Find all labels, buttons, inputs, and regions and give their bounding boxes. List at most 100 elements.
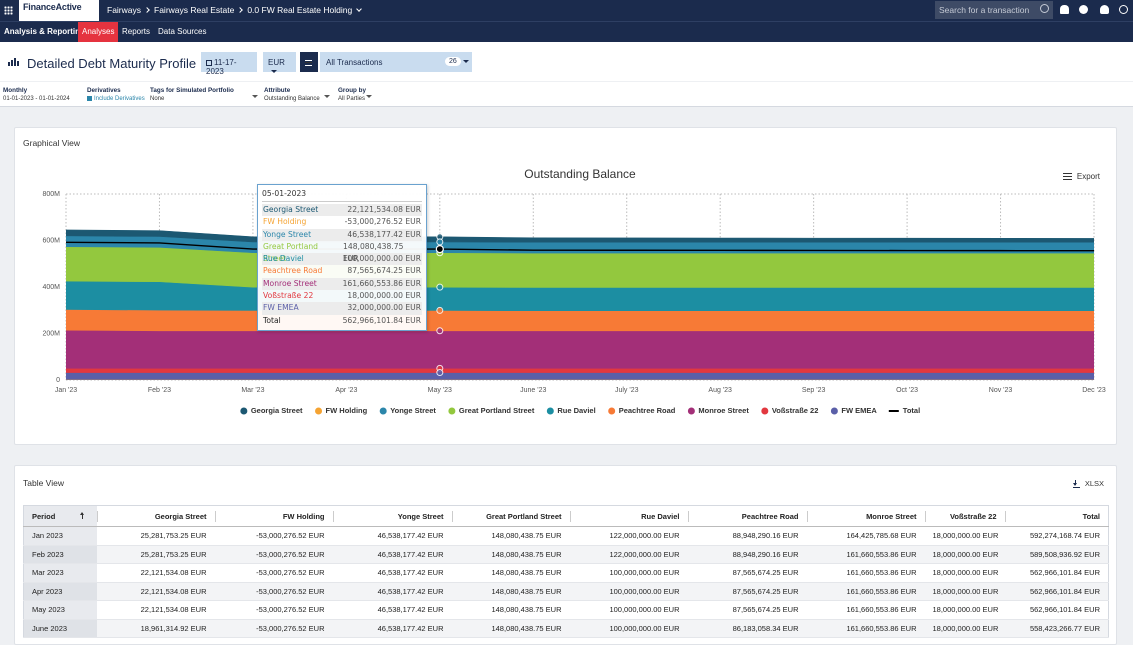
tooltip-row: Peachtree Road87,565,674.25 EUR <box>262 265 422 277</box>
column-header[interactable]: Monroe Street <box>807 506 925 527</box>
x-tick-label: July '23 <box>615 387 639 394</box>
y-tick-label: 0 <box>56 377 60 384</box>
tooltip-name: Monroe Street <box>263 278 317 290</box>
legend-label: Great Portland Street <box>459 406 535 415</box>
legend-item[interactable]: FW EMEA <box>831 406 877 415</box>
filter-label: Derivatives <box>87 87 121 94</box>
transactions-select[interactable]: All Transactions 26 <box>320 52 472 72</box>
legend-item[interactable]: Total <box>889 406 920 415</box>
column-header[interactable]: Peachtree Road <box>688 506 807 527</box>
column-header[interactable]: Yonge Street <box>333 506 452 527</box>
x-tick-label: Nov '23 <box>989 387 1013 394</box>
logo[interactable]: FinanceActive <box>19 0 99 21</box>
checkbox[interactable] <box>87 96 92 101</box>
tooltip-name: FW EMEA <box>263 302 299 314</box>
legend-item[interactable]: Rue Daviel <box>547 406 596 415</box>
search-placeholder: Search for a transaction <box>939 5 1029 15</box>
tooltip-name: Rue Daviel <box>263 253 304 265</box>
filter[interactable]: Monthly01-01-2023 - 01-01-2024 <box>3 87 83 103</box>
legend-item[interactable]: Voßstraße 22 <box>761 406 818 415</box>
legend-item[interactable]: Peachtree Road <box>608 406 676 415</box>
sort-icon[interactable] <box>82 513 83 519</box>
table-cell: 148,080,438.75 EUR <box>452 582 570 601</box>
xlsx-export[interactable]: XLSX <box>1073 479 1104 488</box>
table-cell: 46,538,177.42 EUR <box>333 582 452 601</box>
logout-icon[interactable] <box>1119 5 1128 14</box>
column-header[interactable]: FW Holding <box>215 506 333 527</box>
search-box[interactable]: Search for a transaction <box>935 1 1053 19</box>
apps-menu[interactable] <box>4 6 13 15</box>
filter[interactable]: Tags for Simulated PortfolioNone <box>150 87 258 103</box>
table-cell: 164,425,785.68 EUR <box>807 527 925 546</box>
transactions: All Transactions <box>326 58 382 67</box>
legend-label: FW Holding <box>326 406 368 415</box>
legend-symbol <box>831 408 838 415</box>
tooltip-name: Yonge Street <box>263 229 311 241</box>
table-head: PeriodGeorgia StreetFW HoldingYonge Stre… <box>24 506 1109 527</box>
notifications-icon[interactable] <box>1060 5 1069 14</box>
tab[interactable]: Reports <box>118 22 154 42</box>
date-picker[interactable]: 11-17-2023 <box>201 52 257 72</box>
currency-select[interactable]: EUR <box>263 52 296 72</box>
column-header[interactable]: Great Portland Street <box>452 506 570 527</box>
filter[interactable]: DerivativesInclude Derivatives <box>87 87 147 103</box>
help-icon[interactable] <box>1079 5 1088 14</box>
legend-symbol <box>315 408 322 415</box>
table-row: May 202322,121,534.08 EUR-53,000,276.52 … <box>24 601 1109 620</box>
tooltip-value: 87,565,674.25 EUR <box>347 265 421 277</box>
legend-item[interactable]: Yonge Street <box>380 406 437 415</box>
top-nav: FinanceActive Fairways Fairways Real Esta… <box>0 0 1133 21</box>
legend-item[interactable]: Monroe Street <box>688 406 749 415</box>
export-button[interactable]: Export <box>1063 172 1100 181</box>
table-cell: 25,281,753.25 EUR <box>97 545 215 564</box>
column-header[interactable]: Period <box>24 506 97 527</box>
chart-icon <box>8 58 20 66</box>
breadcrumb-item[interactable]: Fairways <box>107 5 141 15</box>
column-header[interactable]: Rue Daviel <box>570 506 688 527</box>
filter-value: Outstanding Balance <box>264 96 320 102</box>
column-header[interactable]: Voßstraße 22 <box>925 506 1005 527</box>
table-cell: 562,966,101.84 EUR <box>1005 582 1109 601</box>
user-icon[interactable] <box>1100 5 1109 14</box>
tooltip-value: 32,000,000.00 EUR <box>347 302 421 314</box>
transactions-menu[interactable] <box>300 52 318 72</box>
table-cell: -53,000,276.52 EUR <box>215 601 333 620</box>
legend-item[interactable]: Georgia Street <box>240 406 303 415</box>
legend-label: Monroe Street <box>698 406 749 415</box>
legend-item[interactable]: Great Portland Street <box>448 406 534 415</box>
table-body: Jan 202325,281,753.25 EUR-53,000,276.52 … <box>24 527 1109 638</box>
filter[interactable]: Attribute Outstanding Balance <box>264 87 330 103</box>
table-cell: May 2023 <box>24 601 97 620</box>
table-cell: 18,000,000.00 EUR <box>925 527 1005 546</box>
export-label: Export <box>1077 172 1100 181</box>
filter[interactable]: Group byAll Parties <box>338 87 372 103</box>
tab[interactable]: Data Sources <box>154 22 210 42</box>
table-cell: 592,274,168.74 EUR <box>1005 527 1109 546</box>
table-cell: 562,966,101.84 EUR <box>1005 564 1109 583</box>
sub-nav: Analysis & Reporting Analyses Reports Da… <box>0 21 1133 42</box>
filter-label: Attribute <box>264 87 290 94</box>
x-tick-label: Sep '23 <box>802 387 826 394</box>
hover-marker <box>437 284 443 290</box>
breadcrumb-item[interactable]: Fairways Real Estate <box>154 5 234 15</box>
column-header[interactable]: Georgia Street <box>97 506 215 527</box>
tooltip-value: 22,121,534.08 EUR <box>347 204 421 216</box>
x-tick-label: June '23 <box>520 387 546 394</box>
legend-item[interactable]: FW Holding <box>315 406 368 415</box>
breadcrumb-item[interactable]: 0.0 FW Real Estate Holding <box>247 5 352 15</box>
column-header[interactable]: Total <box>1005 506 1109 527</box>
y-tick-label: 400M <box>42 284 60 291</box>
transaction-count: 26 <box>445 57 461 66</box>
panel-title: Graphical View <box>23 138 80 148</box>
dropdown-caret <box>366 95 372 98</box>
x-tick-label: Apr '23 <box>335 387 357 394</box>
table-cell: 46,538,177.42 EUR <box>333 601 452 620</box>
area-series <box>66 373 1094 380</box>
area-series <box>66 380 1094 392</box>
search-icon[interactable] <box>1040 4 1049 13</box>
legend-label: Peachtree Road <box>619 406 676 415</box>
table-cell: 100,000,000.00 EUR <box>570 601 688 620</box>
tab-active[interactable]: Analyses <box>78 22 118 42</box>
tooltip-body: Georgia Street22,121,534.08 EURFW Holdin… <box>262 204 422 327</box>
table-cell: -53,000,276.52 EUR <box>215 564 333 583</box>
